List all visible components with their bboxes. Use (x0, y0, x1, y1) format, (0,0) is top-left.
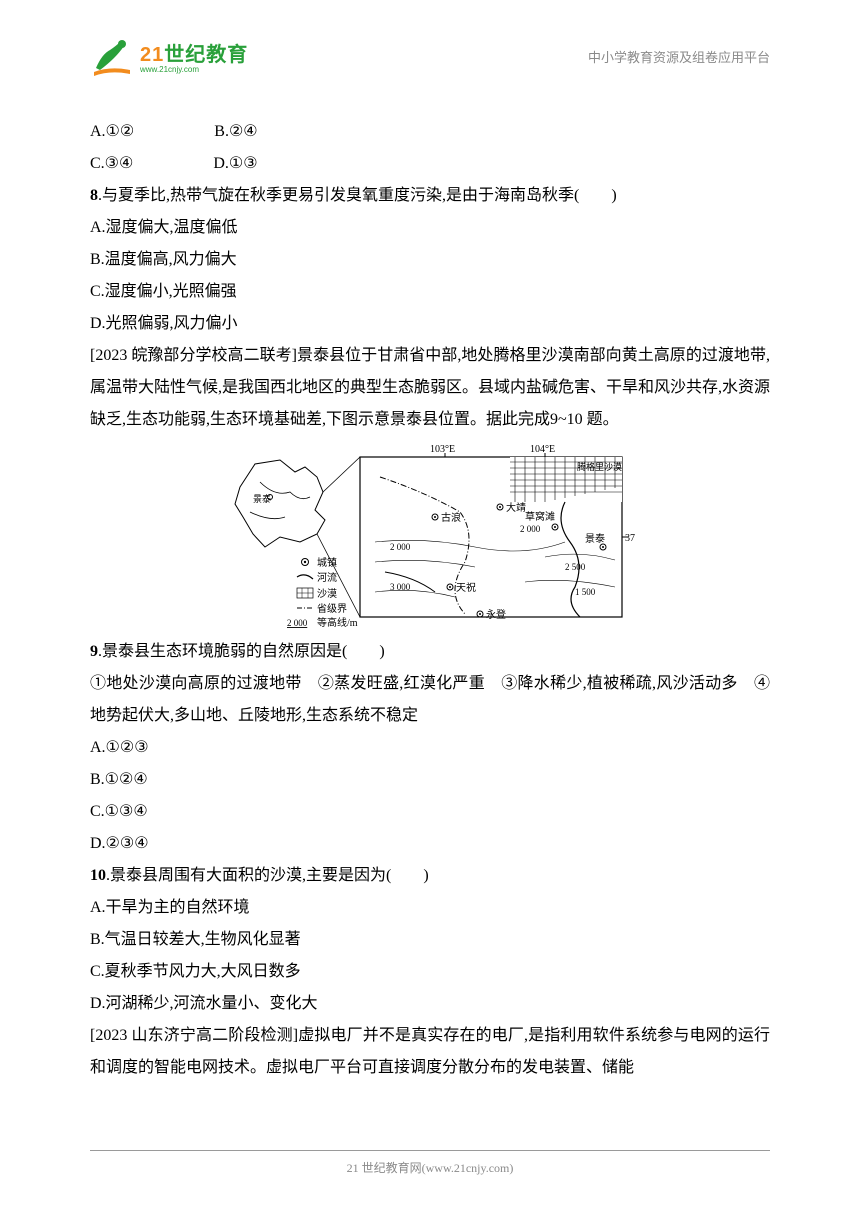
map-figure: 景泰 103°E 104°E 37°N (225, 442, 635, 632)
c2500: 2 500 (565, 562, 586, 572)
q7-opt-d: D.①③ (213, 155, 257, 172)
q8-stem: 8.与夏季比,热带气旋在秋季更易引发臭氧重度污染,是由于海南岛秋季( ) (90, 180, 770, 212)
lat-label: 37°N (625, 533, 635, 544)
lon2-label: 104°E (530, 444, 555, 455)
desert-label: 腾格里沙漠 (577, 461, 622, 472)
content-area: A.①② B.②④ C.③④ D.①③ 8.与夏季比,热带气旋在秋季更易引发臭氧… (90, 116, 770, 1084)
logo-block: 21世纪教育 www.21cnjy.com (90, 36, 248, 76)
q8-text: .与夏季比,热带气旋在秋季更易引发臭氧重度污染,是由于海南岛秋季( ) (98, 187, 617, 204)
q7-option-row1: A.①② B.②④ (90, 116, 770, 148)
town-yongdeng: 永登 (486, 608, 506, 621)
footer-divider (90, 1150, 770, 1151)
legend-contour: 等高线/m (317, 616, 358, 629)
q9-opt-a: A.①②③ (90, 732, 770, 764)
q10-text: .景泰县周围有大面积的沙漠,主要是因为( ) (106, 867, 429, 884)
passage-jingtai: [2023 皖豫部分学校高二联考]景泰县位于甘肃省中部,地处腾格里沙漠南部向黄土… (90, 340, 770, 436)
q8-opt-d: D.光照偏弱,风力偏小 (90, 308, 770, 340)
q10-opt-a: A.干旱为主的自然环境 (90, 892, 770, 924)
logo-name: 世纪教育 (164, 44, 248, 66)
town-caowotan: 草窝滩 (525, 510, 555, 523)
town-gulang: 古浪 (441, 511, 461, 524)
inset-label-jingtai: 景泰 (253, 493, 271, 504)
q7-option-row2: C.③④ D.①③ (90, 148, 770, 180)
q8-opt-a: A.湿度偏大,温度偏低 (90, 212, 770, 244)
q7-opt-a: A.①② (90, 123, 134, 140)
logo-main-text: 21世纪教育 (140, 38, 248, 67)
q10-opt-c: C.夏秋季节风力大,大风日数多 (90, 956, 770, 988)
q10-num: 10 (90, 867, 106, 884)
town-dajing: 大靖 (506, 501, 526, 514)
q9-opt-d: D.②③④ (90, 828, 770, 860)
c2000a: 2 000 (520, 524, 541, 534)
legend-prov: 省级界 (317, 602, 347, 615)
legend-desert: 沙漠 (317, 588, 337, 600)
town-jingtai2: 景泰 (585, 532, 605, 545)
q9-items: ①地处沙漠向高原的过渡地带 ②蒸发旺盛,红漠化严重 ③降水稀少,植被稀疏,风沙活… (90, 668, 770, 732)
q9-text: .景泰县生态环境脆弱的自然原因是( ) (98, 643, 385, 660)
logo-21: 21 (140, 44, 164, 66)
q9-opt-b: B.①②④ (90, 764, 770, 796)
desert-region: 腾格里沙漠 (510, 457, 622, 502)
c2000b: 2 000 (390, 542, 411, 552)
footer-text: 21 世纪教育网(www.21cnjy.com) (0, 1159, 860, 1176)
q9-opt-c: C.①③④ (90, 796, 770, 828)
town-tianzhu: 天祝 (456, 581, 476, 594)
q8-num: 8 (90, 187, 98, 204)
q10-stem: 10.景泰县周围有大面积的沙漠,主要是因为( ) (90, 860, 770, 892)
q10-opt-b: B.气温日较差大,生物风化显著 (90, 924, 770, 956)
q9-stem: 9.景泰县生态环境脆弱的自然原因是( ) (90, 636, 770, 668)
q8-opt-c: C.湿度偏小,光照偏强 (90, 276, 770, 308)
c1500: 1 500 (575, 587, 596, 597)
q9-num: 9 (90, 643, 98, 660)
legend-river: 河流 (317, 571, 337, 584)
passage-vpp: [2023 山东济宁高二阶段检测]虚拟电厂并不是真实存在的电厂,是指利用软件系统… (90, 1020, 770, 1084)
q10-opt-d: D.河湖稀少,河流水量小、变化大 (90, 988, 770, 1020)
legend-town: 城镇 (317, 556, 337, 569)
page-footer: 21 世纪教育网(www.21cnjy.com) (0, 1150, 860, 1176)
q7-opt-b: B.②④ (214, 123, 257, 140)
q8-opt-b: B.温度偏高,风力偏大 (90, 244, 770, 276)
page-header: 21世纪教育 www.21cnjy.com 中小学教育资源及组卷应用平台 (90, 36, 770, 76)
legend-2000: 2 000 (287, 618, 308, 628)
header-right-text: 中小学教育资源及组卷应用平台 (588, 47, 770, 66)
inset-county: 景泰 (235, 460, 325, 547)
lon1-label: 103°E (430, 444, 455, 455)
logo-text-wrap: 21世纪教育 www.21cnjy.com (140, 38, 248, 74)
c3000: 3 000 (390, 582, 411, 592)
q7-opt-c: C.③④ (90, 155, 133, 172)
logo-icon (90, 36, 136, 76)
